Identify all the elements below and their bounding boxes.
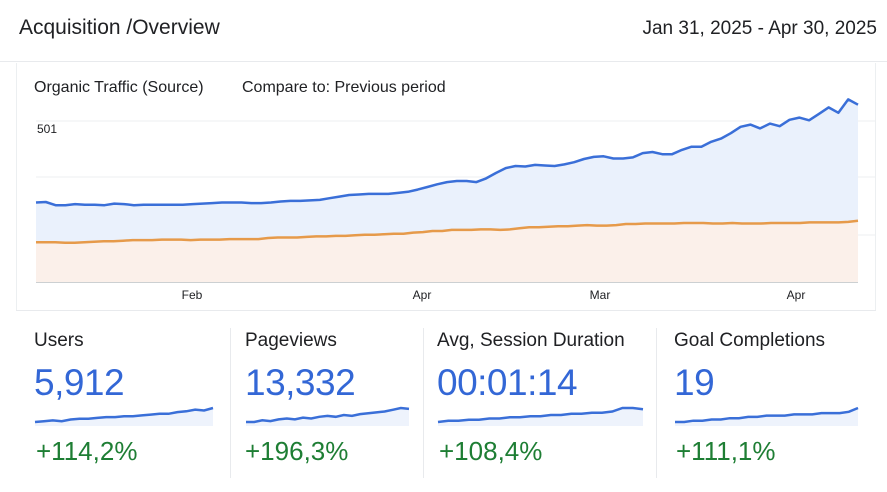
previous-period-area <box>36 220 858 282</box>
metric-value: 13,332 <box>245 362 356 403</box>
metric-label: Goal Completions <box>674 330 826 351</box>
current-period-line <box>35 98 859 207</box>
metric-sparkline <box>34 406 214 426</box>
date-range-picker[interactable]: Jan 31, 2025 - Apr 30, 2025 <box>642 18 877 39</box>
metric-label: Users <box>34 330 84 351</box>
metric-change: +108,4% <box>439 436 543 466</box>
metric-sparkline <box>675 406 859 426</box>
y-tick-label: 501 <box>37 122 57 136</box>
metric-label: Pageviews <box>245 330 337 351</box>
x-tick-label: Apr <box>413 288 432 302</box>
sparkline-line <box>675 406 859 424</box>
chart-title: Organic Traffic (Source) <box>34 79 204 96</box>
metric-change: +111,1% <box>676 436 776 466</box>
sparkline-line <box>246 406 410 424</box>
metric-pageviews[interactable]: Pageviews 13,332 +196,3% <box>245 318 420 488</box>
compare-selector[interactable]: Compare to: Previous period <box>242 79 446 96</box>
sparkline-area <box>675 408 858 426</box>
metric-separator <box>230 328 231 478</box>
page-title: Acquisition /Overview <box>19 16 220 39</box>
metric-label: Avg, Session Duration <box>437 330 625 351</box>
x-tick-label: Apr <box>787 288 806 302</box>
metric-separator <box>423 328 424 478</box>
metric-value: 19 <box>674 362 715 403</box>
x-tick-label: Feb <box>182 288 203 302</box>
x-tick-label: Mar <box>590 288 611 302</box>
metric-sparkline <box>246 406 410 426</box>
metric-users[interactable]: Users 5,912 +114,2% <box>34 318 224 488</box>
metric-separator <box>656 328 657 478</box>
header: Acquisition /Overview Jan 31, 2025 - Apr… <box>0 0 887 62</box>
chart-card <box>16 63 876 310</box>
metric-value: 00:01:14 <box>437 362 578 403</box>
metric-change: +196,3% <box>245 436 349 466</box>
sparkline-line <box>437 406 644 424</box>
metric-value: 5,912 <box>34 362 125 403</box>
metric-goal-completions[interactable]: Goal Completions 19 +111,1% <box>674 318 864 488</box>
divider <box>16 310 876 311</box>
sparkline-line <box>34 406 214 424</box>
traffic-chart: 501300FebAprMarApr <box>35 98 876 302</box>
metric-change: +114,2% <box>36 436 138 466</box>
metric-avg-session-duration[interactable]: Avg, Session Duration 00:01:14 +108,4% <box>437 318 647 488</box>
previous-period-line <box>36 219 859 245</box>
metric-sparkline <box>437 406 644 426</box>
